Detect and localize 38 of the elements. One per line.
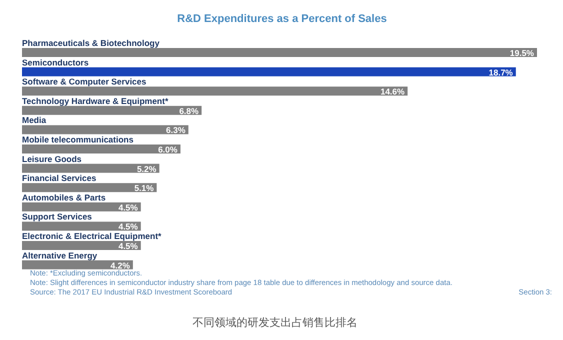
y-tick-label: Pharmaceuticals & Biotechnology: [22, 38, 160, 48]
data-label: 6.3%: [166, 125, 186, 136]
y-tick-label: Software & Computer Services: [22, 76, 147, 87]
bar: [22, 144, 180, 154]
data-label: 4.5%: [118, 222, 138, 232]
bar: [22, 183, 157, 192]
data-label: 19.5%: [510, 48, 534, 58]
data-label: 6.0%: [158, 144, 178, 154]
data-label: 18.7%: [488, 67, 514, 78]
bar: [22, 164, 160, 173]
data-label: 4.5%: [118, 241, 138, 251]
y-tick-label: Technology Hardware & Equipment*: [22, 96, 169, 106]
bar: [22, 241, 141, 250]
y-tick-label: Leisure Goods: [22, 154, 82, 164]
y-tick-label: Automobiles & Parts: [22, 192, 106, 202]
data-label: 4.5%: [118, 202, 138, 212]
bar: [22, 106, 202, 115]
data-label: 5.2%: [136, 164, 157, 174]
bar: [22, 48, 537, 57]
data-label: 6.8%: [179, 106, 200, 116]
data-label: 4.2%: [110, 260, 130, 270]
chart-title: R&D Expenditures as a Percent of Sales: [177, 13, 387, 25]
data-label: 5.1%: [134, 183, 154, 194]
bar: [22, 86, 408, 96]
text: 不同领域的研发支出占销售比排名: [192, 316, 358, 329]
y-tick-label: Electronic & Electrical Equipment*: [22, 231, 162, 241]
bar: [22, 202, 141, 212]
y-tick-label: Alternative Energy: [22, 250, 98, 260]
bar: [22, 260, 133, 270]
y-tick-label: Support Services: [22, 212, 92, 222]
y-tick-label: Media: [22, 115, 46, 126]
bar: [22, 222, 141, 231]
y-tick-label: Mobile telecommunications: [22, 134, 134, 144]
bar: [22, 67, 516, 76]
data-label: 14.6%: [380, 86, 406, 97]
y-tick-label: Financial Services: [22, 173, 96, 184]
y-tick-label: Semiconductors: [22, 57, 89, 68]
bar: [22, 125, 188, 134]
